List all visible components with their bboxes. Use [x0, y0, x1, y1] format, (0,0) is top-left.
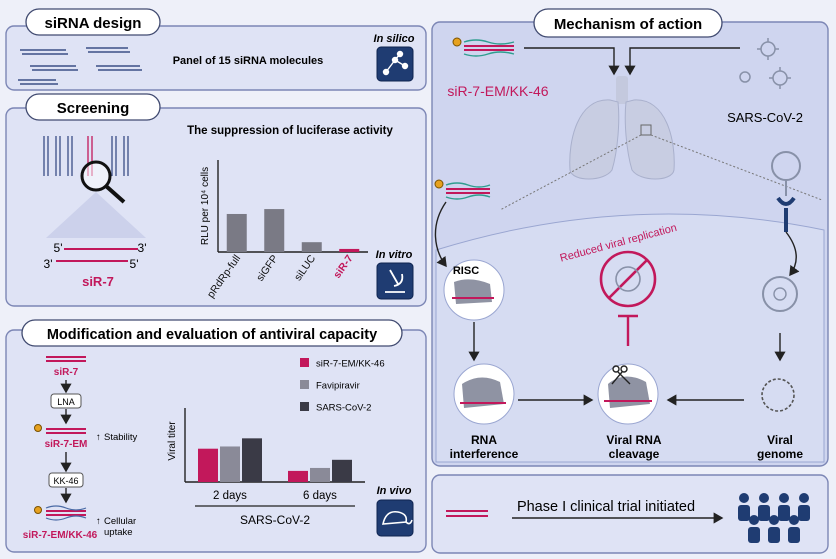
screening-panel: Screening 5' 3' 3' 5' siR-7 The suppress…	[5, 93, 427, 307]
molecule-network-icon	[376, 46, 414, 82]
scissors-icon	[611, 365, 631, 385]
lungs-icon	[569, 76, 675, 180]
risc-label: RISC	[453, 265, 479, 277]
up-arrow-stability: ↑	[96, 432, 101, 443]
selected-sirna-label: siR-7	[82, 274, 114, 289]
prohibition-icon	[599, 250, 657, 308]
step-sir7: siR-7	[54, 367, 79, 378]
modification-panel: Modification and evaluation of antiviral…	[5, 319, 427, 553]
chart2-bar	[242, 438, 262, 482]
chart2-tick-label: 6 days	[303, 490, 337, 502]
virus-in-cell-icon	[762, 276, 798, 312]
chart2-legend-label: siR-7-EM/KK-46	[316, 359, 385, 370]
viral-rna-1: Viral RNA	[606, 433, 661, 447]
strand-5-bottom: 5'	[130, 257, 139, 271]
trial-text: Phase I clinical trial initiated	[517, 499, 695, 515]
sirna-design-panel: siRNA design Panel of 15 siRNA molecules…	[5, 8, 427, 91]
in-vitro-badge: In vitro	[376, 249, 413, 261]
step-sir7em: siR-7-EM	[45, 439, 88, 450]
mechanism-title: Mechanism of action	[554, 16, 702, 33]
sirna-design-title: siRNA design	[45, 15, 142, 32]
sirna-panel-text: Panel of 15 siRNA molecules	[173, 55, 324, 67]
step-kk46: KK-46	[53, 476, 78, 486]
chart1-bar	[226, 213, 247, 252]
chart2-legend-swatch	[300, 358, 309, 367]
virus-label: SARS-CoV-2	[727, 110, 803, 125]
chart2-legend-swatch	[300, 402, 309, 411]
strand-3-top: 3'	[138, 241, 147, 255]
receptor-icon	[776, 196, 796, 206]
rna-interference-1: RNA	[471, 433, 497, 447]
modification-title: Modification and evaluation of antiviral…	[47, 327, 377, 343]
chart2-bar	[310, 467, 330, 482]
zoom-cone	[46, 192, 146, 238]
step-sir7emkk: siR-7-EM/KK-46	[23, 530, 98, 541]
mouse-icon	[376, 499, 414, 537]
strand-5-top: 5'	[54, 241, 63, 255]
chart2-bar	[220, 446, 240, 482]
molecule-network-glyph	[382, 50, 409, 76]
in-vivo-badge: In vivo	[377, 485, 412, 497]
chart2-bar	[198, 448, 218, 482]
in-silico-badge: In silico	[374, 33, 415, 45]
luciferase-chart-title: The suppression of luciferase activity	[187, 125, 393, 137]
uptake-label: uptake	[104, 527, 133, 538]
chart2-bar	[288, 470, 308, 482]
magnifier-icon	[80, 160, 112, 192]
viral-rna-2: cleavage	[609, 447, 660, 461]
virus-icon-cluster	[739, 38, 791, 89]
chart2-bar	[332, 459, 352, 482]
drug-lipid-icon	[452, 37, 462, 47]
chart1-bar	[264, 209, 285, 252]
candidate-strands	[43, 136, 129, 176]
microscope-glyph	[385, 269, 405, 293]
stability-label: Stability	[104, 432, 138, 443]
mechanism-panel: Mechanism of action siR-7-EM/KK-46 SARS-…	[431, 8, 829, 467]
chart2-legend-swatch	[300, 380, 309, 389]
chart2-legend-label: SARS-CoV-2	[316, 403, 371, 414]
viral-genome-1: Viral	[767, 433, 793, 447]
chart2-tick-label: 2 days	[213, 490, 247, 502]
viral-genome-icon	[761, 378, 795, 412]
chart2-legend-label: Favipiravir	[316, 381, 360, 392]
up-arrow-uptake: ↑	[96, 516, 101, 527]
viral-genome-2: genome	[757, 447, 803, 461]
sirna-strands-group	[18, 47, 142, 85]
rna-interference-2: interference	[450, 447, 519, 461]
microscope-icon	[376, 262, 414, 300]
modification-flow: siR-7 LNA siR-7-EM ↑ Stability KK-46 siR…	[23, 356, 138, 541]
chart1-y-label: RLU per 10⁴ cells	[200, 167, 211, 245]
viral-titer-chart: Viral titer 2 days 6 days SARS-CoV-2 siR-7-E…	[167, 358, 385, 527]
step-lna: LNA	[57, 397, 75, 407]
screening-title: Screening	[57, 100, 130, 117]
magnifier-handle	[104, 184, 126, 204]
sir7-duplex	[56, 248, 138, 262]
chart1-bar	[301, 242, 322, 252]
strand-3-bottom: 3'	[44, 257, 53, 271]
people-group-icon	[738, 493, 810, 543]
chart2-x-label: SARS-CoV-2	[240, 513, 310, 527]
chart1-bar	[339, 248, 360, 252]
cellular-label: Cellular	[104, 516, 136, 527]
chart2-y-label: Viral titer	[167, 421, 178, 461]
trial-panel: Phase I clinical trial initiated	[431, 474, 829, 554]
mouse-glyph	[381, 510, 413, 525]
drug-label: siR-7-EM/KK-46	[447, 83, 548, 99]
